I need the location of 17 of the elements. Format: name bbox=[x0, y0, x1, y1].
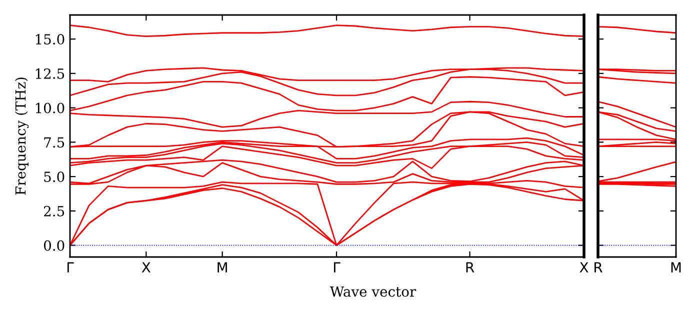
y-tick-label: 12.5 bbox=[36, 68, 64, 79]
y-tick-label: 5.0 bbox=[44, 172, 64, 182]
x-axis-title: Wave vector bbox=[330, 286, 416, 297]
x-tick-label: X bbox=[580, 262, 588, 272]
y-tick-label: 15.0 bbox=[36, 34, 64, 45]
x-tick-label: R bbox=[466, 262, 474, 272]
x-tick-label: X bbox=[142, 262, 150, 272]
y-tick-label: 7.5 bbox=[44, 137, 64, 148]
y-tick-label: 2.5 bbox=[44, 206, 64, 216]
x-tick-label: M bbox=[671, 262, 681, 272]
x-tick-label: Γ bbox=[67, 262, 74, 272]
y-tick-label: 0.0 bbox=[44, 240, 64, 251]
y-tick-label: 10.0 bbox=[36, 102, 64, 114]
x-tick-label: Γ bbox=[334, 262, 340, 272]
x-tick-label: R bbox=[594, 262, 602, 272]
y-axis-title: Frequency (THz) bbox=[15, 78, 29, 195]
x-tick-label: M bbox=[218, 262, 227, 272]
